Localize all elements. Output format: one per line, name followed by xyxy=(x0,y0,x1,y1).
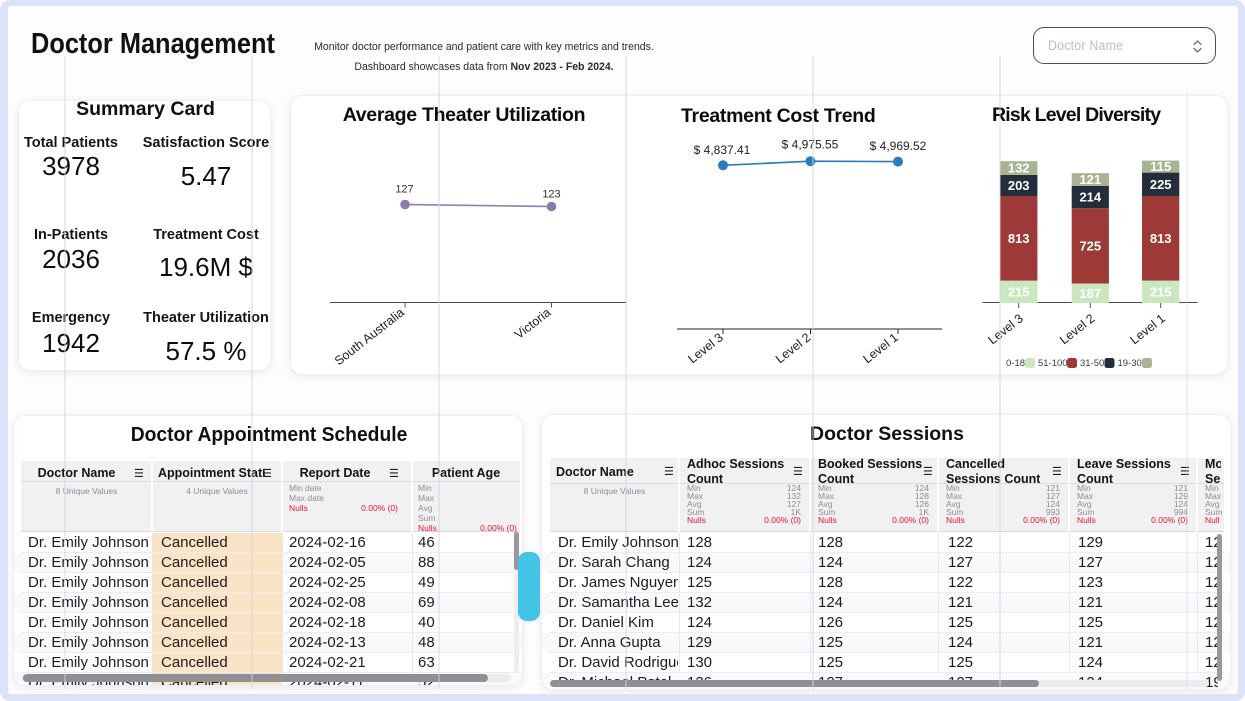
svg-text:Level 1: Level 1 xyxy=(1127,311,1167,347)
svg-text:0-18: 0-18 xyxy=(1006,358,1025,369)
svg-text:Victoria: Victoria xyxy=(512,305,553,342)
svg-text:813: 813 xyxy=(1008,231,1030,246)
svg-text:Treatment Cost Trend: Treatment Cost Trend xyxy=(681,105,875,127)
svg-text:215: 215 xyxy=(1150,284,1172,299)
svg-text:31-50: 31-50 xyxy=(1080,358,1104,369)
svg-text:Level 2: Level 2 xyxy=(1057,311,1097,347)
svg-text:813: 813 xyxy=(1150,231,1172,246)
svg-text:Risk Level Diversity: Risk Level Diversity xyxy=(992,104,1161,126)
svg-text:19-30: 19-30 xyxy=(1118,358,1142,369)
svg-text:Average Theater Utilization: Average Theater Utilization xyxy=(343,104,586,126)
svg-text:132: 132 xyxy=(1008,161,1030,176)
svg-text:$ 4,969.52: $ 4,969.52 xyxy=(870,139,927,153)
svg-text:South Australia: South Australia xyxy=(332,305,407,368)
svg-text:127: 127 xyxy=(395,184,413,196)
svg-text:121: 121 xyxy=(1079,172,1101,187)
svg-text:Level 3: Level 3 xyxy=(985,311,1025,347)
svg-text:Level 2: Level 2 xyxy=(773,330,813,366)
svg-text:$ 4,837.41: $ 4,837.41 xyxy=(694,143,751,157)
svg-text:187: 187 xyxy=(1079,286,1101,301)
svg-text:51-100: 51-100 xyxy=(1038,358,1068,369)
svg-text:215: 215 xyxy=(1008,284,1030,299)
svg-text:203: 203 xyxy=(1008,178,1030,193)
svg-text:214: 214 xyxy=(1079,189,1101,204)
svg-text:Level 1: Level 1 xyxy=(860,330,900,366)
svg-text:$ 4,975.55: $ 4,975.55 xyxy=(782,138,839,152)
svg-text:725: 725 xyxy=(1079,238,1101,253)
svg-text:225: 225 xyxy=(1150,177,1172,192)
svg-text:123: 123 xyxy=(542,189,560,201)
svg-text:Level 3: Level 3 xyxy=(685,330,725,366)
svg-text:115: 115 xyxy=(1150,159,1171,174)
